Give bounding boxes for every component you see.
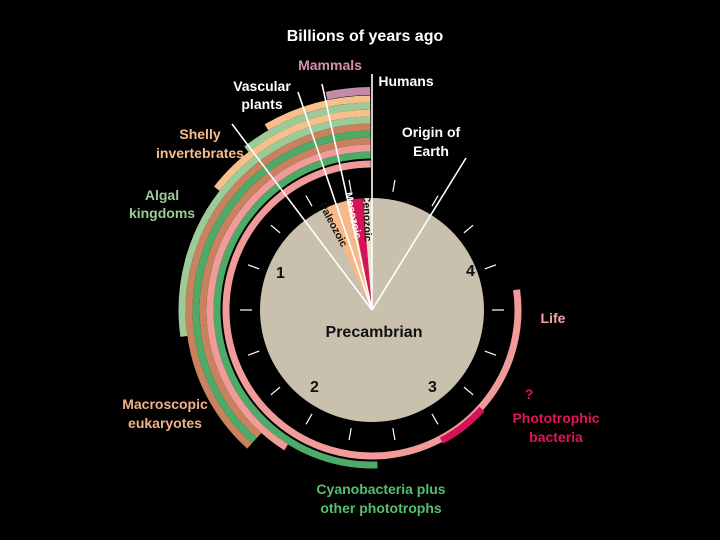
label-vascular-line2: plants	[241, 96, 282, 112]
label-cyano-line2: other phototrophs	[320, 500, 442, 516]
label-macroscopic-line2: eukaryotes	[128, 415, 202, 431]
clock-number-1: 1	[276, 265, 285, 282]
sector-cenozoic	[363, 198, 372, 310]
sector-mesozoic	[350, 198, 372, 310]
clock-tick	[348, 179, 352, 192]
band-cyanobacteria	[213, 151, 378, 469]
clock-number-4: 4	[466, 263, 475, 280]
label-shelly-line2: invertebrates	[156, 145, 244, 161]
clock-tick	[431, 413, 439, 425]
clock-tick	[484, 264, 497, 270]
label-algal-line1: Algal	[145, 187, 179, 203]
clock-tick	[463, 224, 474, 234]
band-macroscopic-eukaryotes	[199, 137, 371, 439]
label-mammals: Mammals	[298, 57, 362, 73]
clock-tick	[431, 195, 439, 207]
label-origin-line1: Origin of	[402, 124, 461, 140]
band-life	[222, 160, 522, 460]
band-algal-kingdoms	[178, 116, 371, 337]
band-shelly-invertebrates	[214, 109, 371, 191]
pointer-mammals	[321, 83, 373, 311]
label-life: Life	[541, 310, 566, 326]
band-green-outer	[192, 130, 371, 444]
label-algal-line2: kingdoms	[129, 205, 195, 221]
clock-tick	[247, 350, 260, 356]
clock-tick	[305, 413, 313, 425]
label-phototrophic-line1: Phototrophic	[512, 410, 599, 426]
clock-tick	[348, 428, 352, 441]
diagram-title: Billions of years ago	[287, 28, 444, 45]
clock-tick	[270, 386, 281, 396]
band-vascular-plants	[264, 95, 371, 131]
sector-paleozoic	[324, 200, 372, 310]
clock-tick	[463, 386, 474, 396]
label-phototrophic-line2: bacteria	[529, 429, 583, 445]
label-macroscopic-line1: Macroscopic	[122, 396, 208, 412]
clock-tick	[247, 264, 260, 270]
pointer-origin-of-earth	[371, 157, 467, 311]
band-vascular-green	[244, 102, 371, 153]
era-cenozoic: Cenozoic	[360, 195, 374, 242]
band-salmon-outer	[185, 123, 371, 449]
label-humans: Humans	[378, 73, 433, 89]
center-label-precambrian: Precambrian	[326, 324, 423, 341]
evolution-bands	[178, 87, 522, 469]
label-cyano-line1: Cyanobacteria plus	[316, 481, 445, 497]
clock-tick	[270, 224, 281, 234]
band-mammals	[325, 87, 371, 100]
band-eukaryotes-pink	[206, 144, 371, 451]
pointer-shelly-invertebrates	[231, 123, 373, 311]
clock-tick	[484, 350, 497, 356]
clock-number-3: 3	[428, 379, 437, 396]
clock-number-2: 2	[310, 379, 319, 396]
clock-tick	[392, 179, 396, 192]
clock-ticks	[240, 179, 504, 441]
event-pointers	[231, 74, 467, 311]
label-origin-line2: Earth	[413, 143, 449, 159]
label-question: ?	[525, 386, 534, 402]
label-shelly-line1: Shelly	[179, 126, 220, 142]
clock-tick	[305, 195, 313, 207]
pointer-vascular-plants	[297, 91, 373, 311]
band-phototrophic-bacteria	[439, 406, 485, 444]
clock-tick	[392, 428, 396, 441]
era-sectors	[324, 198, 372, 310]
label-vascular-line1: Vascular	[233, 78, 291, 94]
